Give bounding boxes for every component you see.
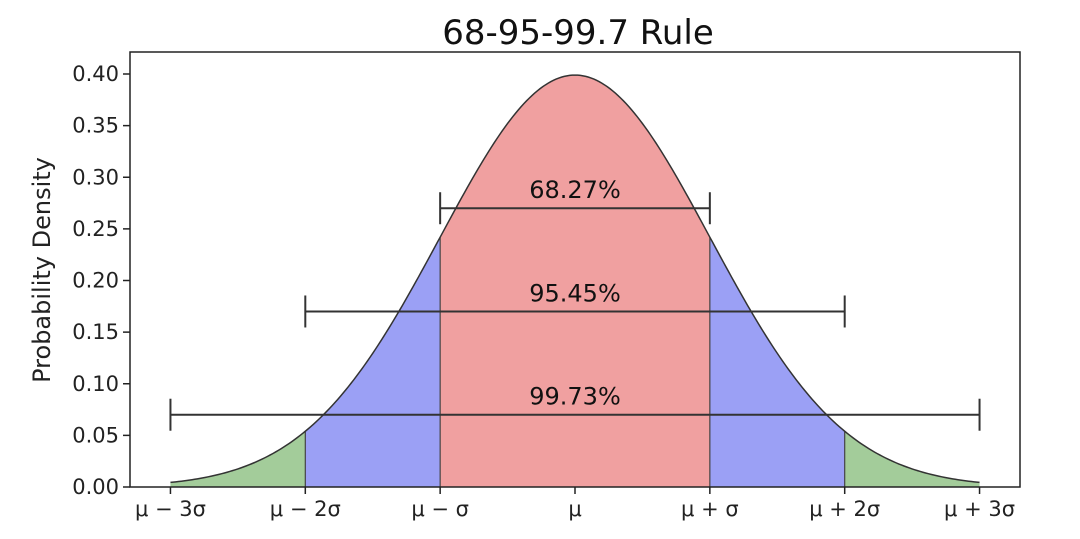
x-tick-label: μ + 3σ: [944, 497, 1015, 521]
chart-title: 68-95-99.7 Rule: [442, 13, 714, 53]
interval-label: 99.73%: [529, 383, 621, 411]
y-tick-label: 0.40: [72, 62, 119, 86]
region-2: [440, 75, 710, 487]
x-axis: μ − 3σ μ − 2σ μ − σ μ μ + σ μ + 2σ μ + 3σ: [135, 487, 1015, 521]
y-tick-label: 0.15: [72, 320, 119, 344]
region-4: [844, 431, 980, 487]
y-tick-label: 0.05: [72, 423, 119, 447]
y-tick-label: 0.00: [72, 475, 119, 499]
x-tick-label: μ − σ: [411, 497, 469, 521]
interval-bars: 68.27% 95.45% 99.73%: [169, 176, 981, 431]
region-0: [170, 431, 306, 487]
x-tick-label: μ − 3σ: [135, 497, 206, 521]
y-tick-label: 0.25: [72, 217, 119, 241]
interval-label: 95.45%: [529, 279, 621, 307]
interval-label: 68.27%: [529, 176, 621, 204]
y-tick-label: 0.30: [72, 165, 119, 189]
x-tick-label: μ + 2σ: [809, 497, 880, 521]
x-tick-label: μ − 2σ: [270, 497, 341, 521]
interval-2: 99.73%: [169, 383, 981, 431]
density-curve: [170, 74, 980, 484]
region-borders: [304, 237, 846, 487]
y-tick-label: 0.20: [72, 269, 119, 293]
interval-1: 95.45%: [304, 279, 846, 328]
y-tick-label: 0.10: [72, 372, 119, 396]
x-tick-label: μ + σ: [681, 497, 739, 521]
interval-0: 68.27%: [439, 176, 711, 225]
y-tick-label: 0.35: [72, 114, 119, 138]
y-axis: 0.00 0.05 0.10 0.15 0.20 0.25 0.30 0.35 0.40: [72, 62, 130, 499]
x-tick-label: μ: [568, 497, 581, 521]
y-axis-label: Probability Density: [28, 157, 56, 383]
